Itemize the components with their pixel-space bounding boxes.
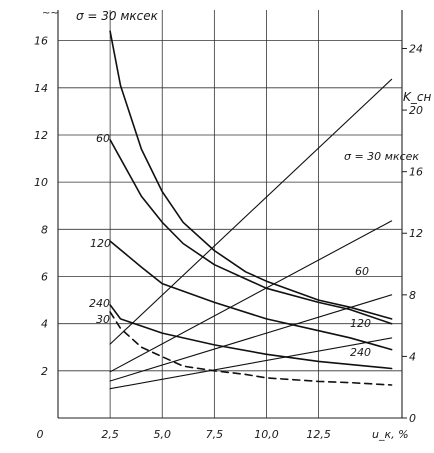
y-right-tick-label: 12: [409, 227, 423, 240]
y-left-tick-label: 4: [41, 318, 48, 331]
x-tick-label: 2,5: [101, 428, 119, 441]
series-line-left-120: [109, 240, 393, 351]
corner-mark: ~~: [42, 8, 59, 19]
x-tick-label: 7,5: [206, 428, 224, 441]
tick-labels: 0 2,5 5,0 7,5 10,0 12,52468101214160481216202…: [34, 35, 423, 441]
y-right-tick-label: 24: [409, 42, 423, 55]
series-layer: [109, 30, 393, 390]
series-line-left-30: [109, 311, 393, 386]
series-line-right-k120: [109, 294, 393, 382]
y-left-tick-label: 8: [41, 223, 48, 236]
x-tick-label: 0: [37, 428, 44, 441]
series-line-right-k30: [109, 78, 393, 345]
y-right-tick-label: 20: [409, 104, 423, 117]
y-left-tick-label: 2: [41, 365, 48, 378]
series-line-right-k240: [109, 337, 393, 390]
y-left-tick-label: 14: [34, 82, 48, 95]
curve-label-30-dashed: 30: [96, 313, 110, 326]
x-tick-label: 12,5: [306, 428, 331, 441]
x-tick-label: 10,0: [254, 428, 279, 441]
series-line-left-60: [109, 138, 393, 325]
left-group-header: σ = 30 мксек: [76, 9, 159, 23]
curve-label-120-right: 120: [350, 317, 371, 330]
curve-label-120-left: 120: [90, 237, 111, 250]
curve-label-60-left: 60: [96, 132, 110, 145]
x-tick-label: 5,0: [153, 428, 171, 441]
grid: [57, 10, 407, 419]
y-right-tick-label: 4: [409, 350, 416, 363]
curve-label-60-right: 60: [355, 265, 369, 278]
right-axis-label: K_сн: [403, 90, 431, 104]
series-line-left-30: [109, 30, 393, 320]
curve-label-240-left: 240: [89, 297, 110, 310]
y-right-tick-label: 8: [409, 289, 416, 302]
y-left-tick-label: 16: [34, 35, 48, 48]
x-axis-label: u_к, %: [372, 428, 409, 441]
curve-label-240-right: 240: [350, 346, 371, 359]
y-right-tick-label: 0: [409, 412, 416, 425]
y-left-tick-label: 10: [34, 176, 48, 189]
right-group-header: σ = 30 мксек: [344, 150, 419, 163]
y-left-tick-label: 12: [34, 129, 48, 142]
y-left-tick-label: 6: [41, 270, 48, 283]
series-line-left-240: [109, 304, 393, 370]
y-right-tick-label: 16: [409, 166, 423, 179]
series-line-right-k60: [109, 220, 393, 373]
